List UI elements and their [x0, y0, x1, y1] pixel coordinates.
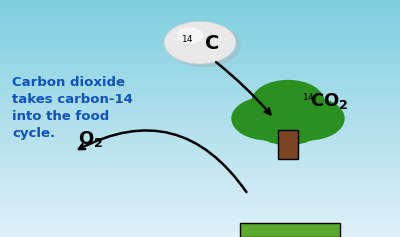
- Text: $^{14}$: $^{14}$: [302, 93, 315, 106]
- Circle shape: [168, 24, 240, 66]
- Circle shape: [272, 97, 344, 140]
- FancyBboxPatch shape: [278, 130, 298, 159]
- Text: $\mathbf{CO_2}$: $\mathbf{CO_2}$: [310, 91, 348, 111]
- Circle shape: [232, 97, 304, 140]
- Text: Carbon dioxide
takes carbon-14
into the food
cycle.: Carbon dioxide takes carbon-14 into the …: [12, 76, 133, 140]
- Text: $\mathbf{C}$: $\mathbf{C}$: [204, 34, 219, 53]
- Circle shape: [252, 102, 324, 145]
- Text: $\mathbf{O_2}$: $\mathbf{O_2}$: [78, 129, 103, 149]
- Circle shape: [252, 81, 324, 123]
- Circle shape: [164, 21, 236, 64]
- Circle shape: [178, 28, 202, 43]
- FancyBboxPatch shape: [240, 223, 340, 237]
- Text: $^{14}$: $^{14}$: [181, 35, 194, 48]
